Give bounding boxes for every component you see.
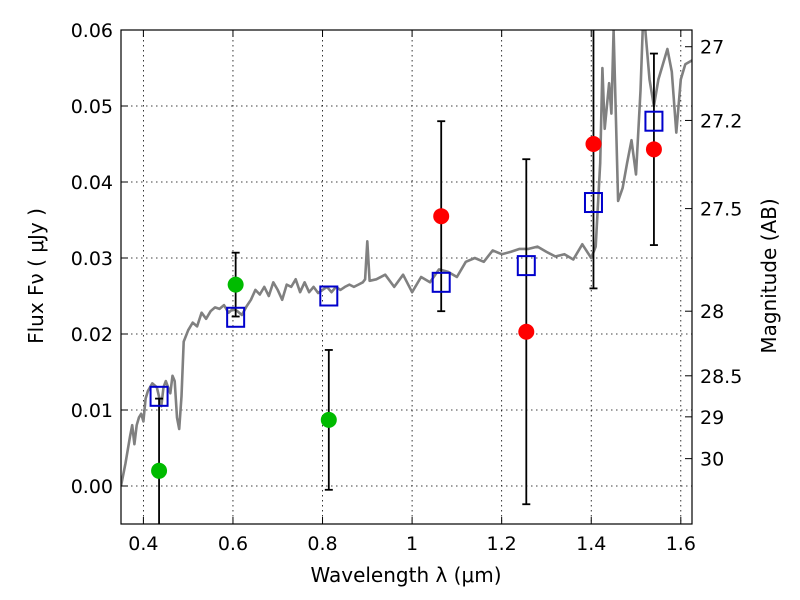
- model-point: [431, 271, 451, 293]
- x-tick-label: 1.2: [487, 533, 517, 555]
- y-right-tick-label: 28.5: [700, 366, 742, 388]
- model-point: [319, 285, 339, 307]
- x-tick-label: 1.4: [576, 533, 606, 555]
- y-tick-label: 0.04: [71, 172, 113, 194]
- data-point: [320, 411, 337, 428]
- data-point: [433, 208, 450, 225]
- observed-photometry: [151, 136, 662, 479]
- x-tick-label: 0.6: [218, 533, 248, 555]
- model-point: [644, 110, 664, 132]
- y-right-tick-label: 27.5: [700, 199, 742, 221]
- y-right-tick-label: 30: [700, 449, 724, 471]
- y-tick-label: 0.06: [71, 20, 113, 42]
- y-right-tick-label: 29: [700, 407, 724, 429]
- x-tick-label: 1: [406, 533, 418, 555]
- data-point: [645, 141, 662, 158]
- data-point: [151, 462, 168, 479]
- sed-line: [121, 30, 692, 487]
- y-axis-right-label: Magnitude (AB): [757, 198, 781, 353]
- y-tick-label: 0.01: [71, 400, 113, 422]
- model-point: [149, 385, 169, 407]
- plot-frame: [120, 29, 693, 525]
- y-tick-label: 0.05: [71, 96, 113, 118]
- y-tick-label: 0.00: [71, 476, 113, 498]
- y-axis-label: Flux Fν ( μJy ): [24, 208, 48, 344]
- axes: 0.4 0.6 0.8 1 1.2 1.4 1.6 0.00 0.01 0.02 0.03 0.04 0…: [71, 20, 743, 555]
- data-point: [518, 323, 535, 340]
- model-point: [583, 192, 603, 214]
- y-right-tick-label: 27: [700, 37, 724, 59]
- y-tick-label: 0.03: [71, 248, 113, 270]
- data-point: [585, 136, 602, 152]
- error-bars: [155, 30, 658, 524]
- model-photometry: [149, 110, 664, 407]
- x-tick-label: 1.6: [666, 533, 696, 555]
- y-right-tick-label: 27.2: [700, 110, 742, 132]
- y-right-tick-label: 28: [700, 301, 724, 323]
- model-sed: [121, 30, 692, 487]
- y-tick-label: 0.02: [71, 324, 113, 346]
- x-tick-label: 0.8: [307, 533, 337, 555]
- data-point: [227, 276, 244, 293]
- model-point: [516, 255, 536, 277]
- x-axis-label: Wavelength λ (μm): [310, 563, 501, 587]
- model-point: [226, 306, 246, 328]
- x-tick-label: 0.4: [128, 533, 158, 555]
